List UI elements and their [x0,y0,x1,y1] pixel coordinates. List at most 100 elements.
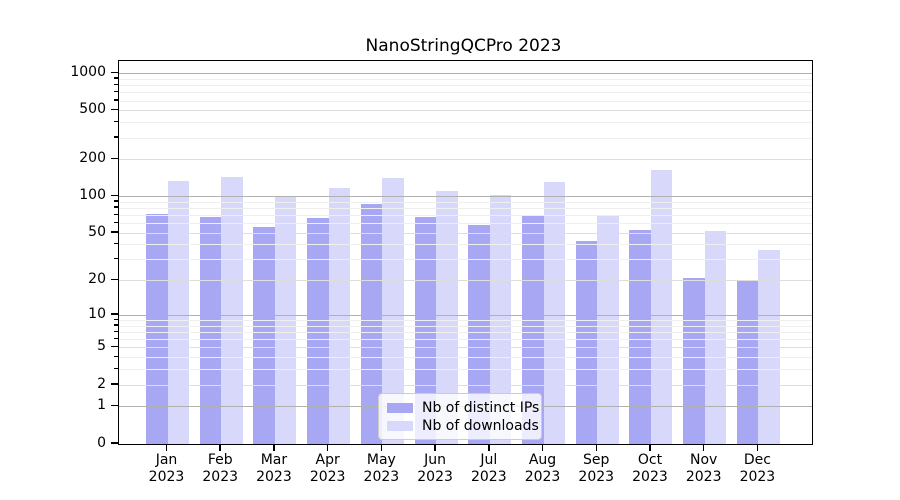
x-tick-feb [219,444,221,451]
bar-downloads-mar [274,196,297,444]
x-tick-label-line: 2023 [632,469,668,485]
y-tick-5 [111,345,118,348]
y-tick-label-50: 50 [88,223,106,240]
x-tick-apr [326,444,329,451]
x-tick-sep [595,444,597,451]
y-minor-tick-8 [114,324,118,326]
x-tick-label-dec: Dec 2023 [725,452,789,486]
minor-gridline-8 [118,325,812,327]
major-gridline-10 [118,314,812,316]
y-minor-tick-800 [114,83,118,86]
x-tick-label-line: 2023 [309,469,346,485]
chart-title: NanoStringQCPro 2023 [365,36,562,56]
minor-gridline-30 [118,259,812,261]
bar-downloads-dec [758,249,780,444]
bar-distinct-ips-may [360,204,383,444]
minor-gridline-70 [118,215,812,217]
x-tick-label-aug: Aug 2023 [511,452,575,486]
minor-gridline-40 [118,244,812,246]
bar-distinct-ips-jul [468,224,490,444]
y-minor-tick-700 [114,90,118,93]
x-tick-label-line: Jun [424,452,447,468]
y-tick-1000 [111,71,118,74]
y-tick-1 [111,404,118,407]
bar-downloads-sep [597,215,619,444]
x-tick-label-line: Aug [528,452,557,468]
minor-gridline-90 [118,201,812,203]
x-tick-label-line: 2023 [363,469,400,485]
x-tick-label-line: 2023 [739,469,776,485]
x-tick-label-line: Sep [583,452,610,468]
x-tick-label-line: Apr [315,452,340,468]
gridline-50 [118,232,812,234]
y-minor-tick-6 [114,337,118,340]
gridline-500 [118,110,812,112]
y-tick-500 [111,108,118,111]
major-gridline-100 [118,196,812,198]
x-tick-label-line: 2023 [417,469,453,485]
minor-gridline-9 [118,320,812,322]
bar-downloads-oct [650,170,673,444]
x-tick-label-line: 2023 [256,469,292,485]
bar-downloads-may [382,177,404,444]
x-tick-label-line: 2023 [148,469,185,485]
legend-swatch-distinct-ips [387,402,413,413]
major-gridline-1000 [118,73,812,75]
bar-downloads-nov [704,230,727,444]
x-tick-label-line: 2023 [202,469,239,485]
y-minor-tick-300 [114,136,118,138]
y-minor-tick-900 [114,77,118,79]
y-minor-tick-80 [114,206,118,208]
x-tick-label-line: Nov [690,452,718,468]
y-tick-200 [111,157,118,160]
bar-distinct-ips-oct [629,229,651,444]
minor-gridline-6 [118,339,812,341]
x-tick-jan [165,444,168,451]
x-tick-label-line: 2023 [685,469,722,485]
x-tick-jul [488,444,490,451]
x-tick-label-jan: Jan 2023 [135,452,199,486]
y-tick-label-10: 10 [88,305,106,322]
y-minor-tick-90 [114,200,118,202]
bar-distinct-ips-aug [522,215,544,444]
minor-gridline-800 [118,85,812,87]
bar-downloads-jan [167,181,189,444]
y-tick-0 [111,442,118,444]
y-tick-20 [111,278,118,281]
x-tick-mar [273,444,275,451]
y-tick-10 [111,313,118,315]
x-tick-dec [756,444,759,451]
y-tick-label-1000: 1000 [70,64,106,81]
y-minor-tick-600 [114,99,118,101]
legend-label-downloads: Nb of downloads [422,417,539,434]
x-tick-label-sep: Sep 2023 [564,452,628,486]
y-tick-label-500: 500 [79,101,106,118]
y-tick-label-1: 1 [97,397,106,414]
x-tick-label-oct: Oct 2023 [618,452,682,486]
bar-downloads-jun [436,190,458,444]
bar-distinct-ips-sep [575,240,598,444]
x-tick-label-line: Jan [155,452,178,468]
y-minor-tick-400 [114,120,118,123]
bar-downloads-apr [328,188,351,444]
minor-gridline-80 [118,207,812,209]
minor-gridline-4 [118,357,812,359]
x-tick-label-feb: Feb 2023 [188,452,252,486]
y-minor-tick-4 [114,355,118,358]
bar-downloads-feb [221,177,243,444]
minor-gridline-600 [118,100,812,102]
bar-distinct-ips-dec [736,280,759,444]
x-tick-label-line: 2023 [470,469,507,485]
x-tick-label-jul: Jul 2023 [457,452,521,486]
y-minor-tick-3 [114,367,118,370]
x-tick-may [380,444,383,451]
x-tick-label-line: 2023 [524,469,561,485]
y-tick-label-200: 200 [79,150,106,167]
x-tick-label-jun: Jun 2023 [403,452,467,486]
x-tick-label-nov: Nov 2023 [672,452,736,486]
y-minor-tick-9 [114,318,118,321]
minor-gridline-900 [118,78,812,80]
legend-swatch-downloads [387,420,413,431]
minor-gridline-3 [118,369,812,371]
